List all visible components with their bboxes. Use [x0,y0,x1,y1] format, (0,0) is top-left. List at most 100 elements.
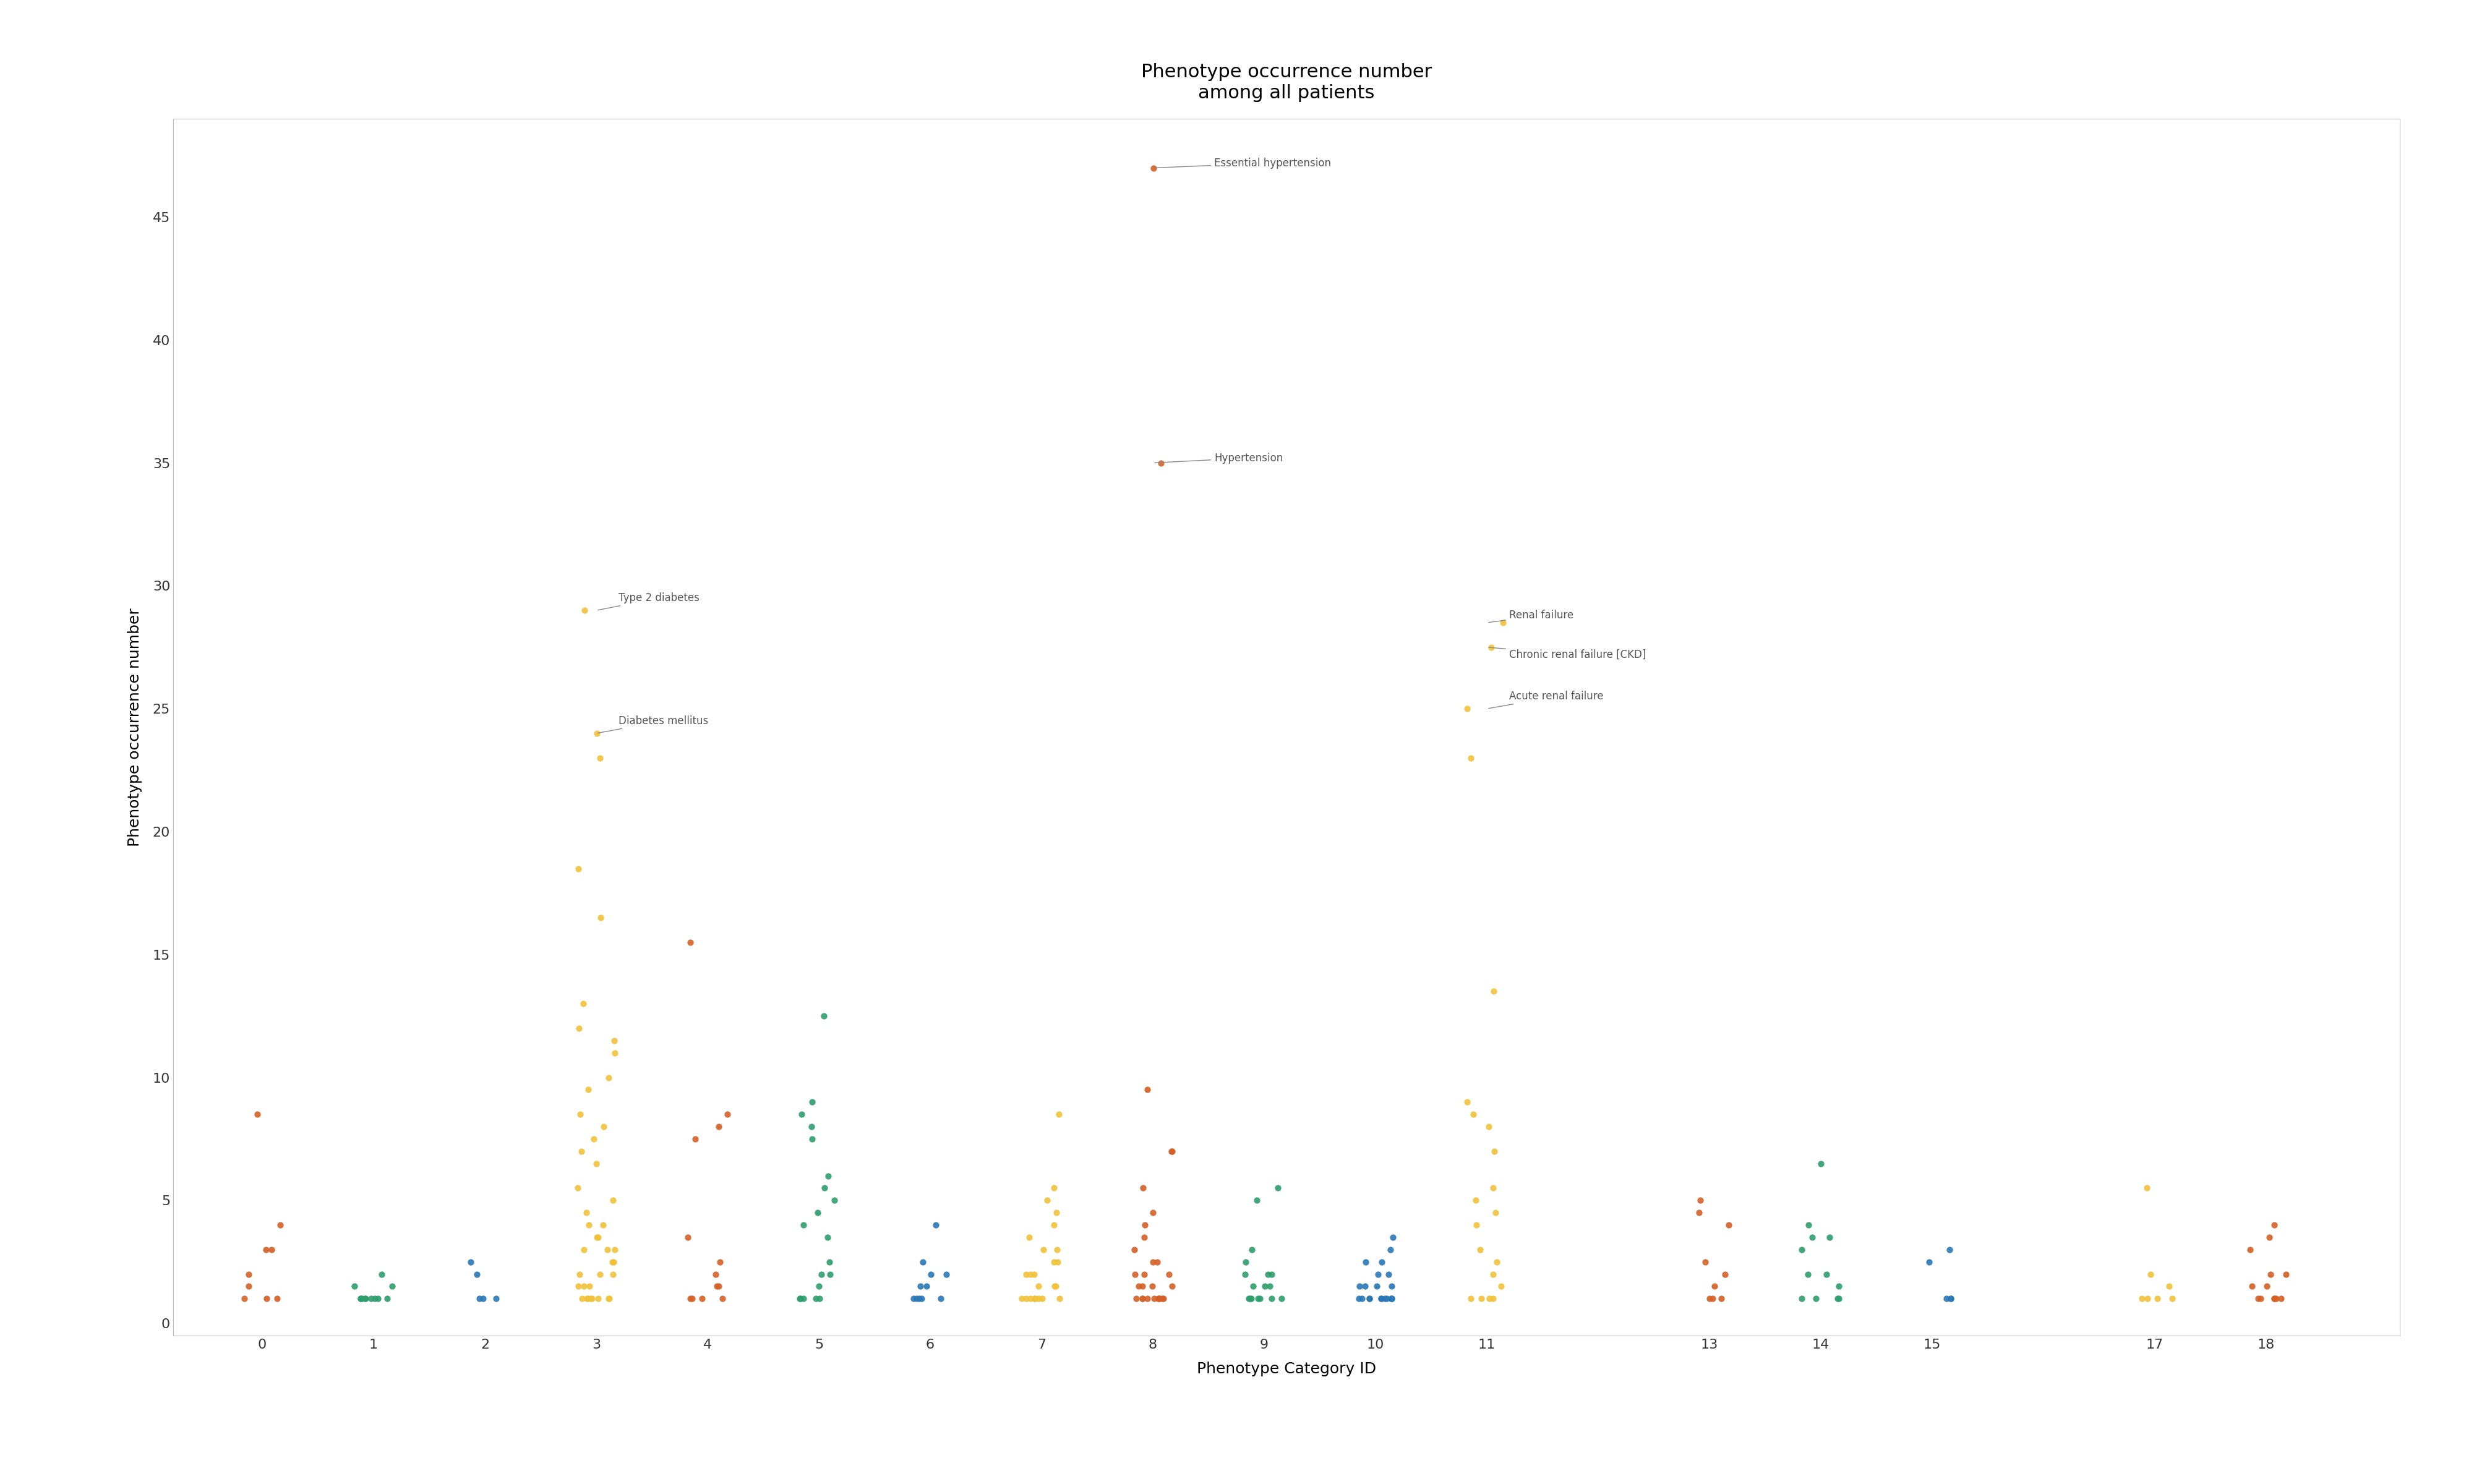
Point [1225,1263,1264,1287]
Point [581,1263,621,1287]
Point [1338,1275,1378,1298]
Point [1695,1275,1734,1298]
Point [589,1066,628,1089]
Point [596,1238,636,1261]
Point [782,1103,821,1126]
Point [2229,1238,2269,1261]
Point [1252,1263,1291,1287]
Point [920,1287,960,1310]
Point [589,1287,628,1310]
Point [1818,1287,1858,1310]
Point [1781,1238,1821,1261]
Point [1009,1226,1049,1250]
Text: Chronic renal failure [CKD]: Chronic renal failure [CKD] [1489,647,1645,660]
Point [564,598,604,622]
Point [1237,1287,1277,1310]
Point [908,1275,948,1298]
Point [1039,1103,1079,1126]
Point [1138,1287,1178,1310]
Point [1789,1212,1828,1236]
Point [893,1287,933,1310]
Point [1133,1201,1173,1224]
Point [1230,1287,1269,1310]
Point [1373,1226,1413,1250]
Point [2251,1263,2291,1287]
Point [1796,1287,1836,1310]
Point [2266,1263,2306,1287]
Point [1932,1287,1972,1310]
Title: Phenotype occurrence number
among all patients: Phenotype occurrence number among all pa… [1141,64,1432,102]
Point [579,746,618,770]
Point [341,1287,381,1310]
Point [579,1287,618,1310]
Point [1366,1287,1405,1310]
Point [2246,1275,2286,1298]
Point [1150,1140,1190,1163]
Point [670,1287,710,1310]
Point [1680,1189,1719,1212]
Point [1247,1263,1286,1287]
Point [1019,1275,1059,1298]
Point [1034,1250,1074,1273]
Point [559,1263,599,1287]
Text: Renal failure: Renal failure [1489,610,1573,622]
Point [341,1287,381,1310]
X-axis label: Phenotype Category ID: Phenotype Category ID [1197,1361,1376,1376]
Point [596,1040,636,1064]
Point [1133,156,1173,180]
Point [571,1287,611,1310]
Point [1007,1263,1047,1287]
Point [1138,1250,1178,1273]
Point [2254,1212,2293,1236]
Point [1447,1091,1487,1114]
Point [567,1287,606,1310]
Point [1338,1287,1378,1310]
Point [1371,1275,1410,1298]
Point [2130,1263,2170,1287]
Point [703,1287,742,1310]
Point [804,1177,844,1201]
Point [1371,1287,1410,1310]
Point [1136,1287,1175,1310]
Point [1012,1263,1051,1287]
Point [559,1103,599,1126]
Point [1358,1263,1398,1287]
Point [2254,1287,2293,1310]
Text: Diabetes mellitus: Diabetes mellitus [599,715,708,733]
Point [1128,1287,1168,1310]
Point [1022,1287,1061,1310]
Point [569,1212,609,1236]
Point [1361,1287,1400,1310]
Text: Essential hypertension: Essential hypertension [1155,157,1331,169]
Point [576,1152,616,1175]
Point [374,1275,413,1298]
Point [784,1287,824,1310]
Point [1482,1275,1522,1298]
Point [1128,1077,1168,1101]
Point [1249,1275,1289,1298]
Point [1153,1275,1192,1298]
Text: Type 2 diabetes: Type 2 diabetes [599,592,700,610]
Point [1037,1250,1076,1273]
Point [1472,635,1512,659]
Point [2241,1287,2281,1310]
Point [698,1275,737,1298]
Point [574,1126,614,1150]
Point [559,1275,599,1298]
Point [779,1287,819,1310]
Point [571,1287,611,1310]
Point [695,1263,735,1287]
Point [814,1189,854,1212]
Point [1244,1275,1284,1298]
Point [1123,1287,1163,1310]
Point [1034,1212,1074,1236]
Point [799,1201,839,1224]
Point [1705,1263,1744,1287]
Point [594,1250,633,1273]
Point [591,1250,631,1273]
Point [1037,1238,1076,1261]
Point [1818,1275,1858,1298]
Point [1806,1263,1846,1287]
Point [463,1287,502,1310]
Point [359,1287,398,1310]
